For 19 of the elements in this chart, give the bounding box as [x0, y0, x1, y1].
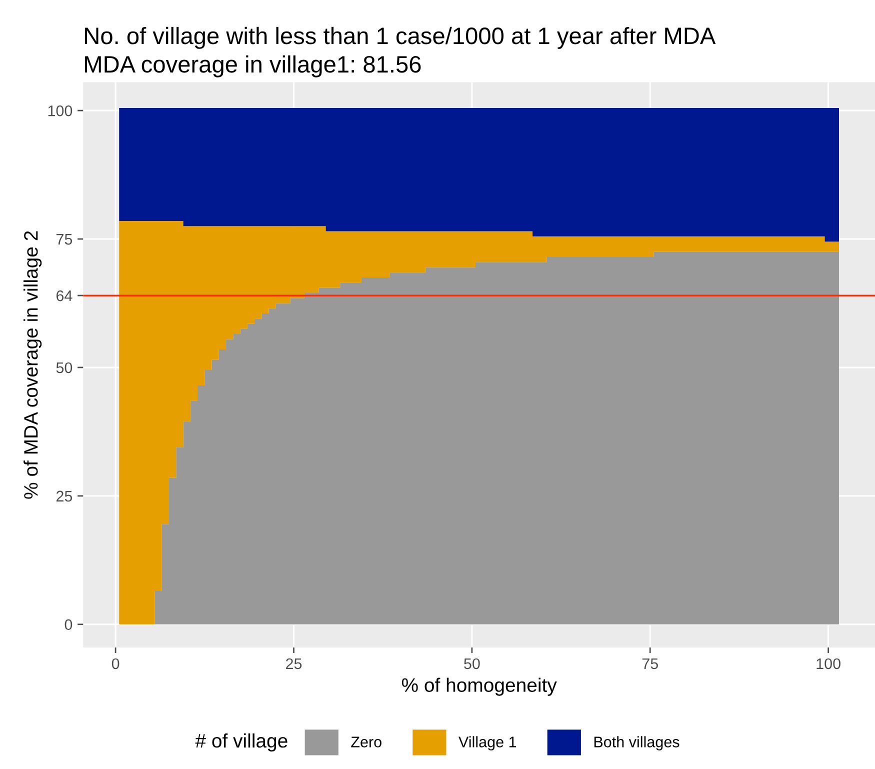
x-tick-label: 25 — [286, 658, 302, 670]
legend-label: Zero — [351, 736, 382, 748]
legend-label: Village 1 — [458, 736, 516, 750]
y-tick-label: 0 — [64, 619, 72, 630]
y-tick-label: 64 — [56, 290, 72, 302]
y-axis-title: % of MDA coverage in village 2 — [24, 231, 42, 499]
x-tick-label: 0 — [112, 658, 120, 670]
legend-label: Both villages — [594, 736, 680, 750]
x-tick-label: 100 — [816, 658, 840, 670]
y-tick-label: 25 — [56, 490, 72, 502]
y-tick-label: 100 — [48, 105, 72, 116]
y-tick-label: 75 — [56, 234, 72, 245]
x-tick-label: 75 — [642, 658, 658, 670]
y-tick-label: 50 — [56, 362, 72, 374]
chart-title: No. of village with less than 1 case/1000 at 1 year after MDA — [85, 26, 716, 49]
x-axis-title: % of homogeneity — [402, 678, 557, 696]
legend-title: # of village — [195, 733, 288, 752]
chart-subtitle: MDA coverage in village1: 81.56 — [85, 55, 421, 78]
x-tick-label: 50 — [464, 658, 480, 670]
